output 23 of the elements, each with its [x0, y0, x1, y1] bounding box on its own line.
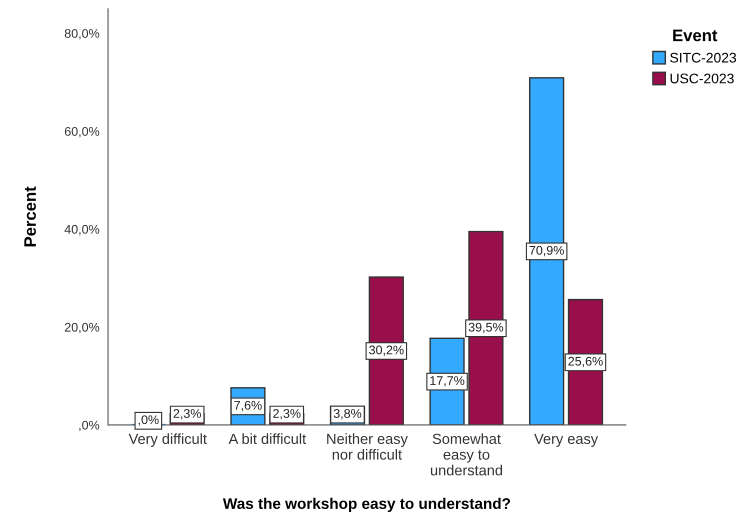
y-tick-label: 20,0% — [64, 322, 100, 334]
x-tick-label: Somewhat easy to understand — [430, 433, 502, 476]
data-label: 17,7% — [430, 376, 464, 386]
y-tick-label: ,0% — [79, 420, 100, 432]
x-tick-label: Very easy — [534, 434, 598, 447]
data-label: 70,9% — [530, 246, 564, 256]
y-tick-label: 60,0% — [64, 126, 100, 138]
data-label: 25,6% — [568, 356, 603, 368]
x-tick-label: Neither easy nor difficult — [327, 433, 408, 460]
y-tick-label: 80,0% — [64, 29, 100, 40]
x-tick-label: A bit difficult — [228, 433, 306, 444]
data-label: 7,6% — [234, 400, 262, 412]
data-label: 3,8% — [334, 409, 362, 420]
x-tick-label: Very difficult — [128, 433, 207, 447]
legend-title: Event — [673, 30, 718, 42]
data-label: ,0% — [138, 415, 159, 426]
data-label: 30,2% — [369, 346, 404, 356]
y-axis-title: Percent — [24, 186, 36, 246]
data-label: 39,5% — [468, 322, 504, 334]
legend-label: SITC-2023 — [670, 52, 736, 63]
y-tick-label: 40,0% — [64, 224, 100, 236]
legend-label: USC-2023 — [670, 74, 734, 84]
x-axis-title: Was the workshop easy to understand? — [222, 498, 510, 512]
